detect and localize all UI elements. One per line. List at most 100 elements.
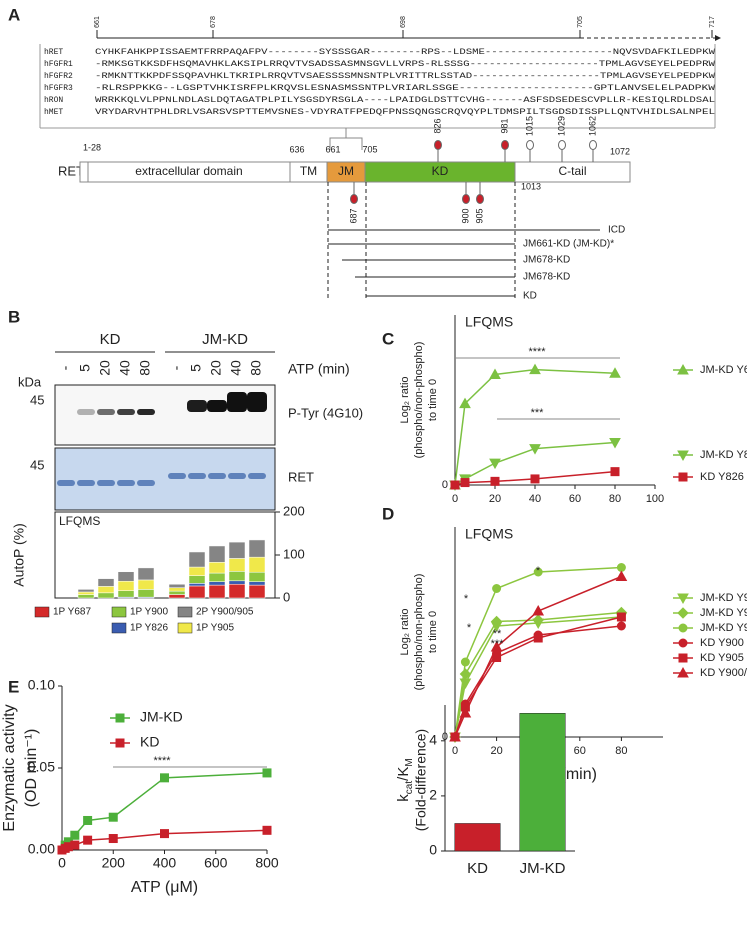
- blot-band: [117, 480, 135, 486]
- bar-segment: [208, 545, 226, 563]
- x-tick-label: 600: [204, 855, 228, 871]
- panel-label: A: [8, 5, 20, 24]
- blot-band: [168, 473, 186, 479]
- y-axis-label: (phospho/non-phospho): [413, 342, 425, 459]
- bar-segment: [77, 591, 95, 595]
- site-label: 900: [460, 208, 470, 223]
- bar-segment: [248, 584, 266, 599]
- marker: [615, 570, 628, 581]
- x-tick-label: 60: [569, 493, 581, 505]
- sequence: VRYDARVHTPHLDRLVSARSVSPTTEMVSNES-VDYRATF…: [95, 108, 715, 117]
- species-name: hRON: [44, 96, 63, 105]
- bar-segment: [248, 581, 266, 586]
- site-dot: [434, 140, 442, 150]
- bar-segment: [228, 558, 246, 572]
- boundary-number: 1013: [521, 181, 541, 191]
- bar-segment: [168, 587, 186, 592]
- bar-segment: [228, 580, 246, 585]
- marker: [460, 478, 470, 488]
- marker: [532, 614, 544, 626]
- significance-label: *: [536, 565, 541, 577]
- significance-label: ***: [491, 638, 505, 650]
- blot-band: [188, 473, 206, 479]
- y-axis-label: Log₂ ratio: [399, 608, 411, 655]
- marker: [160, 829, 169, 839]
- x-tick-label: 0: [452, 745, 458, 757]
- bar-segment: [208, 581, 226, 586]
- significance-label: ***: [531, 407, 545, 419]
- site-dot: [501, 140, 509, 150]
- marker: [83, 815, 93, 825]
- site-dot: [350, 194, 358, 204]
- bar-segment: [188, 583, 206, 587]
- bar-segment: [168, 583, 186, 588]
- lane-label: 20: [208, 360, 224, 376]
- panel-label: C: [382, 329, 394, 348]
- construct-label: KD: [523, 291, 537, 302]
- marker: [108, 812, 118, 822]
- y-tick-label: 0.05: [28, 759, 55, 775]
- bar: [519, 713, 566, 852]
- marker: [533, 633, 543, 643]
- marker: [533, 567, 543, 577]
- y-tick-label: 0.10: [28, 677, 55, 693]
- bar-segment: [117, 590, 135, 598]
- bar-segment: [97, 586, 115, 594]
- ruler-arrow: [715, 35, 721, 41]
- marker: [460, 657, 470, 667]
- significance-label: *: [464, 593, 469, 605]
- marker: [115, 738, 125, 748]
- marker: [677, 450, 689, 462]
- bar-segment: [248, 556, 266, 573]
- blot-band: [137, 409, 155, 415]
- bar-segment: [137, 567, 155, 581]
- boundary-number: 1072: [610, 146, 630, 156]
- legend-swatch: [111, 622, 127, 634]
- site-dot: [462, 194, 470, 204]
- x-tick-label: 40: [529, 493, 541, 505]
- lane-label: 5: [77, 364, 93, 372]
- y-axis-label: to time 0: [427, 611, 439, 653]
- construct-label: ICD: [608, 225, 625, 236]
- legend-label: KD Y905: [700, 652, 744, 664]
- site-dot: [526, 140, 534, 150]
- panel-label: E: [8, 677, 19, 696]
- species-name: hMET: [44, 108, 63, 117]
- chart-title: LFQMS: [59, 514, 100, 528]
- marker: [678, 623, 688, 633]
- site-dot: [589, 140, 597, 150]
- unit-label: kDa: [18, 374, 42, 389]
- lane-label: -: [57, 365, 73, 370]
- blot-band: [228, 473, 246, 479]
- x-tick-label: 60: [574, 745, 586, 757]
- y-axis-label-part: /K: [395, 767, 412, 781]
- domain-label: KD: [432, 164, 449, 178]
- bar-segment: [117, 571, 135, 582]
- legend-label: 1P Y826: [130, 623, 168, 634]
- panel-label: B: [8, 307, 20, 326]
- marker: [492, 653, 502, 662]
- marker: [678, 638, 688, 648]
- significance-label: **: [493, 628, 502, 640]
- marker: [677, 666, 689, 678]
- legend-label: KD: [140, 734, 159, 750]
- series-line: [61, 772, 268, 851]
- bar-segment: [208, 584, 226, 599]
- marker: [83, 835, 93, 845]
- legend-label: 1P Y687: [53, 607, 91, 618]
- lane-label: 80: [137, 360, 153, 376]
- legend-label: JM-KD Y826: [700, 449, 747, 461]
- lane-label: 80: [248, 360, 264, 376]
- y-axis-label: kcat/KM: [395, 758, 415, 801]
- ruler-number: 698: [400, 16, 407, 28]
- legend-label: JM-KD Y905: [700, 607, 747, 619]
- y-axis-label: to time 0: [427, 379, 439, 421]
- site-label: 1029: [556, 116, 566, 136]
- y-tick-label: 100: [283, 546, 305, 561]
- bar-segment: [77, 594, 95, 599]
- lane-label: 40: [228, 360, 244, 376]
- bar-segment: [228, 583, 246, 599]
- significance-label: ****: [528, 346, 546, 358]
- species-name: hFGFR1: [44, 60, 73, 69]
- group-label: JM-KD: [202, 331, 248, 348]
